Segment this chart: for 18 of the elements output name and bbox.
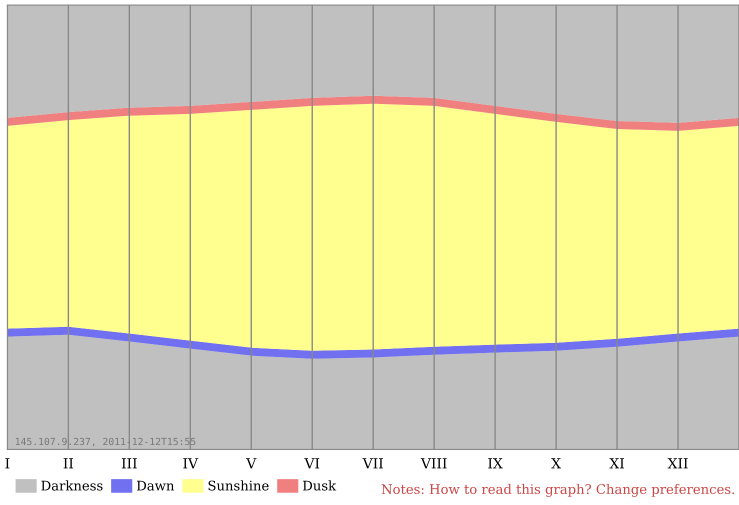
x-tick-label: III	[122, 458, 137, 468]
legend-label: Darkness	[41, 480, 103, 491]
x-tick-label: X	[551, 458, 561, 468]
annotation: 145.107.9.237, 2011-12-12T15:55	[16, 438, 196, 446]
x-tick-label: IX	[488, 458, 503, 468]
x-tick-label: I	[5, 458, 10, 468]
x-tick-label: XI	[609, 458, 624, 468]
legend-label: Dawn	[136, 480, 174, 491]
x-tick-label: XII	[668, 458, 688, 468]
x-tick-label: V	[246, 458, 256, 468]
x-tick-label: VII	[362, 458, 383, 468]
legend-label: Dusk	[302, 480, 336, 491]
x-tick-label: IV	[183, 458, 198, 468]
x-tick-label: VIII	[420, 458, 447, 468]
x-tick-label: II	[64, 458, 74, 468]
legend-label: Sunshine	[208, 480, 269, 491]
x-tick-label: VI	[304, 458, 320, 468]
text: Notes: How to read this graph? Change preferences.	[382, 484, 734, 497]
